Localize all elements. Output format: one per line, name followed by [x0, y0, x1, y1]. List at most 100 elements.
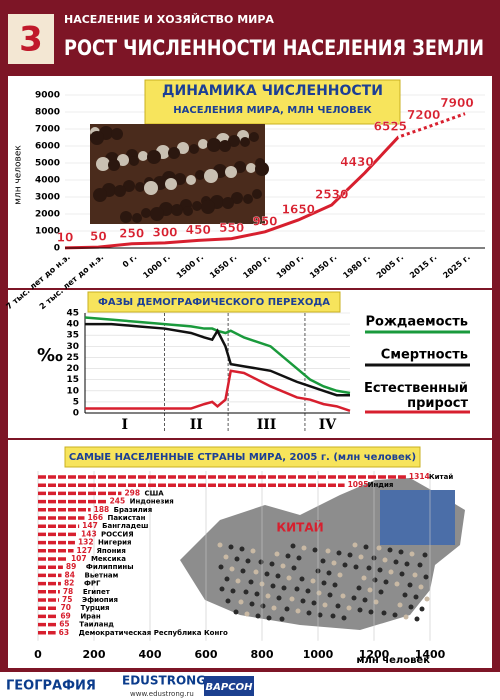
footer-publisher: ВАРСОН [206, 682, 254, 693]
crowd-detail [361, 575, 367, 581]
crowd-detail [285, 553, 291, 559]
value-label: 188 [94, 505, 110, 514]
footer-brand: EDUSTRONG [122, 674, 206, 688]
y-tick-label: 8000 [35, 108, 60, 118]
crowd-detail [280, 563, 286, 569]
crowd-detail [392, 612, 398, 618]
chart-title-box [87, 291, 341, 313]
crowd-detail [404, 561, 410, 567]
photo-detail [135, 182, 145, 192]
value-label: 70 [61, 603, 71, 612]
crowd-detail [294, 586, 300, 592]
crowd-detail [223, 554, 229, 560]
crowd-detail [266, 615, 272, 621]
crowd-detail [233, 609, 239, 615]
value-label: 143 [81, 529, 97, 538]
crowd-detail [423, 574, 429, 580]
photo-detail [249, 132, 259, 142]
y-tick-label: 40 [66, 320, 79, 330]
photo-detail [189, 144, 199, 154]
x-tick-label: 1000 [303, 648, 334, 661]
crowd-detail [362, 597, 368, 603]
value-label: 10 [57, 230, 74, 244]
value-label: 1095 [348, 480, 369, 489]
crowd-detail [394, 581, 400, 587]
crowd-detail [255, 613, 261, 619]
photo-detail [186, 175, 196, 185]
chart-title: САМЫЕ НАСЕЛЕННЫЕ СТРАНЫ МИРА, 2005 г. (м… [69, 452, 416, 463]
crowd-detail [244, 611, 250, 617]
category-label: Индия [368, 481, 394, 489]
value-label: 84 [65, 570, 75, 579]
crowd-detail [340, 593, 346, 599]
crowd-detail [358, 554, 364, 560]
y-tick-label: 10 [66, 386, 79, 396]
value-label: 250 [119, 226, 144, 240]
x-tick-label: 1400 [415, 648, 446, 661]
category-label: Индонезия [130, 498, 174, 506]
value-label: 298 [124, 488, 140, 497]
photo-detail [168, 147, 180, 159]
category-label: Египет [83, 588, 111, 596]
crowd-detail [270, 583, 276, 589]
photo-detail [108, 159, 120, 171]
crowd-detail [321, 580, 327, 586]
crowd-detail [373, 599, 379, 605]
value-label: 63 [59, 628, 69, 637]
category-label: Вьетнам [85, 571, 119, 579]
photo-detail [144, 181, 158, 195]
y-tick-label: 20 [66, 364, 79, 374]
photo-detail [150, 207, 164, 221]
crowd-detail [417, 562, 423, 568]
y-tick-label: 9000 [35, 91, 60, 101]
crowd-detail [275, 573, 281, 579]
crowd-detail [322, 602, 328, 608]
category-label: Бразилия [114, 506, 153, 514]
photo-detail [252, 189, 262, 199]
crowd-detail [265, 593, 271, 599]
crowd-detail [245, 558, 251, 564]
value-label: 166 [87, 513, 103, 522]
crowd-detail [260, 603, 266, 609]
photo-detail [246, 163, 256, 173]
crowd-detail [289, 596, 295, 602]
value-label: 950 [252, 214, 277, 228]
crowd-detail [271, 605, 277, 611]
crowd-detail [243, 589, 249, 595]
crowd-detail [296, 555, 302, 561]
y-tick-label: 7000 [35, 125, 60, 135]
y-tick-label: 3000 [35, 193, 60, 203]
value-label: 6525 [374, 120, 407, 134]
value-label: 65 [59, 620, 69, 629]
publisher-box [204, 676, 254, 696]
photo-detail [183, 206, 193, 216]
crowd-detail [418, 584, 424, 590]
photo-detail [207, 138, 221, 152]
crowd-detail [377, 567, 383, 573]
photo-detail [132, 213, 142, 223]
crowd-detail [403, 614, 409, 620]
value-label: 300 [152, 225, 177, 239]
crowd-detail [408, 604, 414, 610]
y-tick-label: 5 [73, 397, 79, 407]
crowd-detail [218, 564, 224, 570]
crowd-detail [382, 557, 388, 563]
value-label: 7900 [440, 96, 473, 110]
crowd-detail [383, 579, 389, 585]
crowd-detail [330, 613, 336, 619]
crowd-detail [351, 595, 357, 601]
crowd-detail [300, 598, 306, 604]
crowd-detail [239, 546, 245, 552]
crowd-detail [331, 560, 337, 566]
crowd-detail [413, 594, 419, 600]
crowd-detail [326, 570, 332, 576]
crowd-detail [342, 562, 348, 568]
crowd-detail [357, 607, 363, 613]
crowd-detail [332, 582, 338, 588]
crowd-detail [325, 548, 331, 554]
crowd-detail [217, 542, 223, 548]
crowd-detail [274, 551, 280, 557]
photo-detail [123, 180, 135, 192]
